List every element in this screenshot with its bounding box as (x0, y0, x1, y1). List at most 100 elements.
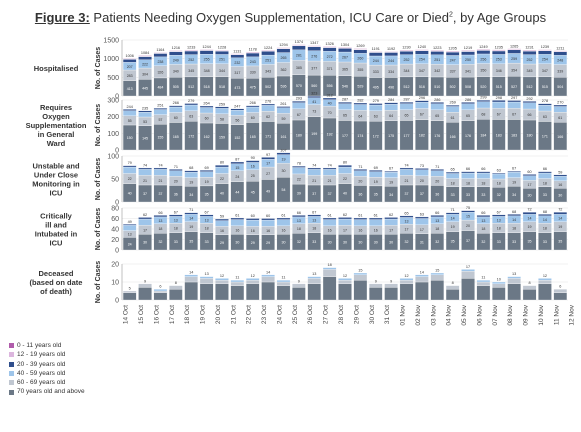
bar-segment (538, 171, 552, 174)
bar-segment (553, 289, 568, 293)
bar-segment (292, 44, 306, 46)
bar-segment (507, 278, 521, 284)
bar-segment (230, 108, 245, 111)
bar-segment (230, 280, 245, 283)
total-value-label: 1269 (356, 44, 364, 48)
bar-segment (292, 287, 306, 301)
bar-segment (138, 55, 152, 57)
total-value-label: 61 (328, 213, 332, 217)
segment-value-label: 16 (281, 229, 285, 233)
bar-segment (461, 103, 475, 110)
total-value-label: 8 (452, 281, 454, 285)
segment-value-label: 60 (251, 116, 255, 120)
segment-value-label: 33 (497, 240, 501, 244)
segment-value-label: 16 (235, 229, 239, 233)
total-value-label: 15 (358, 269, 362, 273)
bar-segment (322, 169, 337, 176)
segment-value-label: 13 (497, 218, 501, 222)
bar-segment (415, 216, 429, 219)
y-tick-label: 80 (111, 206, 119, 213)
bar-segment (184, 50, 198, 55)
y-tick-label: 0 (115, 298, 119, 305)
total-value-label: 14 (189, 270, 193, 274)
title-main: Patients Needing Oxygen Supplementation,… (89, 10, 449, 25)
bar-segment (307, 167, 322, 170)
bar-segment (138, 287, 152, 301)
segment-value-label: 37 (328, 192, 332, 196)
segment-value-label: 159 (219, 135, 225, 139)
bar-segment (338, 217, 352, 220)
segment-value-label: 19 (451, 225, 455, 229)
panel-title: Deceased (38, 269, 73, 278)
panel-title: Intubated in (35, 230, 78, 239)
bar-segment (461, 172, 475, 179)
segment-value-label: 34 (389, 193, 393, 197)
bar-segment (276, 106, 291, 108)
bar-segment (276, 217, 291, 220)
segment-value-label: 20 (466, 224, 470, 228)
x-tick-label: 05 Nov (461, 304, 468, 325)
bar-segment (338, 283, 352, 301)
bar-segment (445, 105, 460, 107)
y-axis-label: No. of Cases (95, 158, 102, 201)
bar-segment (430, 50, 445, 52)
x-tick-label: 16 Oct (153, 305, 160, 324)
total-value-label: 67 (389, 167, 393, 171)
segment-value-label: 251 (265, 58, 271, 62)
segment-value-label: 17 (266, 162, 270, 166)
bar-segment (122, 290, 137, 293)
bar-segment (430, 169, 445, 171)
segment-value-label: 254 (542, 58, 548, 62)
segment-value-label: 19 (512, 181, 516, 185)
bar-segment (138, 217, 152, 220)
segment-value-label: 18 (512, 227, 516, 231)
total-value-label: 87 (235, 157, 239, 161)
total-value-label: 68 (189, 166, 193, 170)
segment-value-label: 65 (405, 114, 409, 118)
y-tick-label: 0 (115, 94, 119, 101)
total-value-label: 67 (512, 167, 516, 171)
segment-value-label: 30 (343, 241, 347, 245)
segment-value-label: 256 (480, 57, 486, 61)
segment-value-label: 377 (311, 67, 317, 71)
total-value-label: 1211 (556, 46, 564, 50)
bar-segment (199, 283, 214, 301)
segment-value-label: 18 (497, 182, 501, 186)
segment-value-label: 36 (358, 192, 362, 196)
segment-value-label: 36 (435, 192, 439, 196)
total-value-label: 79 (128, 161, 132, 165)
total-value-label: 66 (158, 211, 162, 215)
segment-value-label: 22 (128, 177, 132, 181)
total-value-label: 269 (449, 101, 455, 105)
total-value-label: 1223 (433, 46, 441, 50)
bar-segment (553, 292, 568, 301)
segment-value-label: 68 (481, 112, 485, 116)
bar-segment (415, 169, 429, 176)
total-value-label: 284 (388, 98, 394, 102)
segment-value-label: 180 (296, 134, 302, 138)
segment-value-label: 248 (557, 58, 563, 62)
bar-segment (461, 171, 475, 174)
segment-value-label: 251 (219, 58, 225, 62)
bar-segment (245, 218, 260, 221)
bar-segment (384, 287, 398, 301)
segment-value-label: 33 (543, 240, 547, 244)
segment-value-label: 250 (465, 58, 471, 62)
bar-segment (215, 220, 229, 227)
bar-segment (399, 280, 414, 284)
segment-value-label: 348 (204, 69, 210, 73)
bar-segment (307, 283, 322, 301)
legend-item: 20 - 39 years old (9, 360, 85, 369)
segment-value-label: 33 (543, 193, 547, 197)
total-value-label: 292 (526, 97, 532, 101)
segment-value-label: 22 (297, 178, 301, 182)
bar-segment (353, 49, 368, 54)
segment-value-label: 14 (451, 217, 455, 221)
segment-value-label: 337 (450, 70, 456, 74)
segment-value-label: 22 (343, 177, 347, 181)
y-tick-label: 0 (115, 148, 119, 155)
bar-segment (230, 285, 245, 301)
total-value-label: 66 (297, 211, 301, 215)
segment-value-label: 556 (327, 84, 333, 88)
total-value-label: 293 (296, 97, 302, 101)
